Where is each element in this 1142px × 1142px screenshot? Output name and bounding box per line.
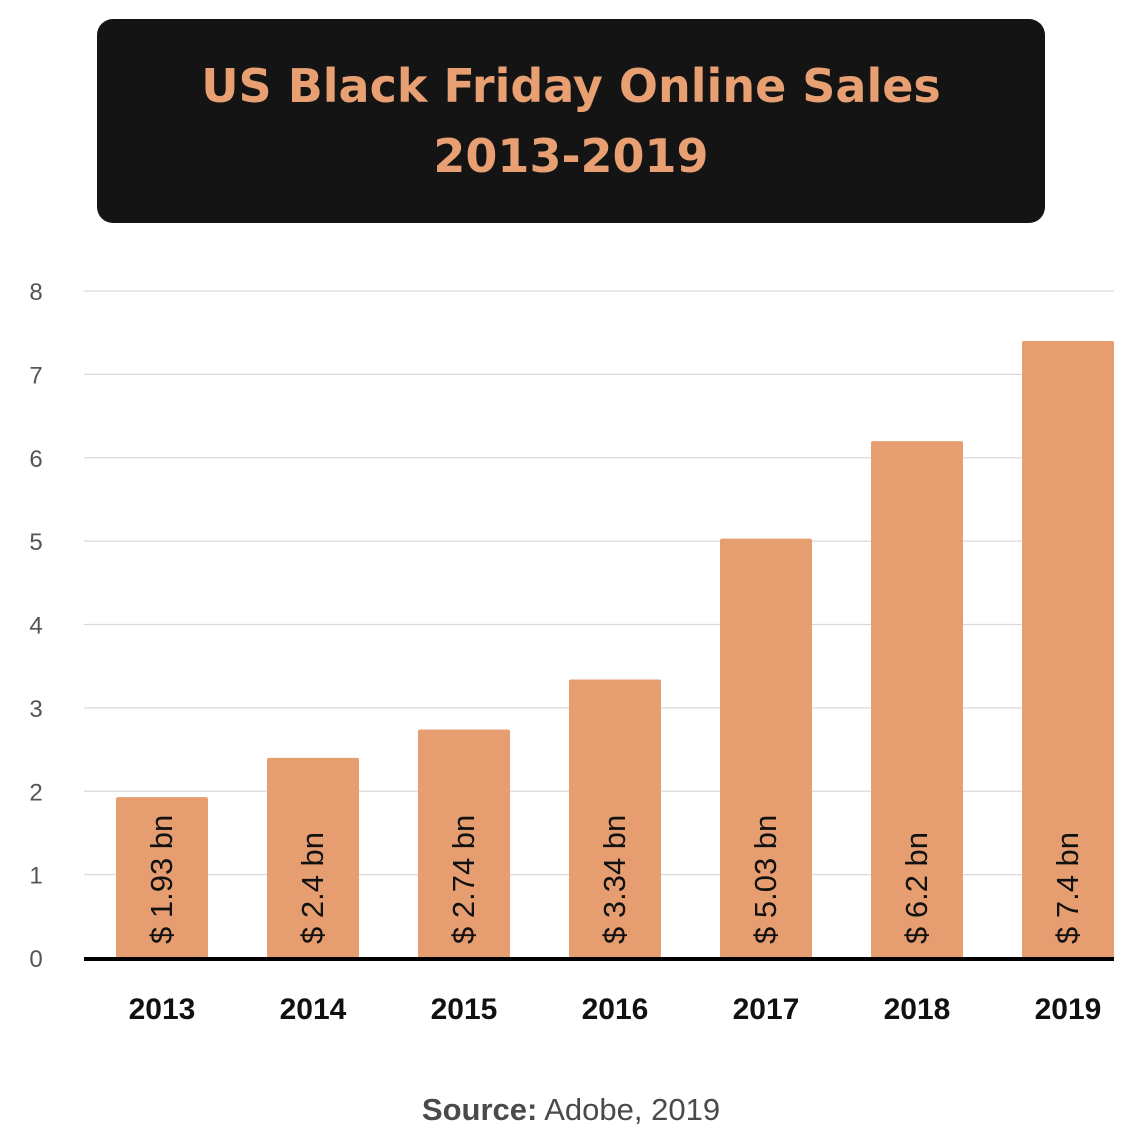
y-tick-label: 5 <box>29 529 42 556</box>
y-tick-label: 3 <box>29 696 42 723</box>
x-tick-label: 2013 <box>129 993 196 1026</box>
y-tick-label: 2 <box>29 779 42 806</box>
y-tick-label: 7 <box>29 362 42 389</box>
bar <box>871 441 963 958</box>
bar-value-label: $ 6.2 bn <box>899 832 934 944</box>
x-tick-label: 2018 <box>884 993 951 1026</box>
bar-value-label: $ 5.03 bn <box>748 815 783 944</box>
x-tick-label: 2015 <box>431 993 498 1026</box>
chart-subtitle: 2013-2019 <box>433 129 709 183</box>
x-tick-label: 2016 <box>582 993 649 1026</box>
x-tick-label: 2014 <box>280 993 347 1026</box>
y-tick-label: 1 <box>29 863 42 890</box>
y-tick-label: 6 <box>29 446 42 473</box>
bar-value-label: $ 7.4 bn <box>1050 832 1085 944</box>
chart-title: US Black Friday Online Sales <box>201 59 941 113</box>
x-tick-label: 2017 <box>733 993 800 1026</box>
chart-title-box: US Black Friday Online Sales 2013-2019 <box>97 19 1045 223</box>
bar <box>720 538 812 958</box>
source-text: Adobe, 2019 <box>544 1092 721 1127</box>
bar-value-label: $ 3.34 bn <box>597 815 632 944</box>
source-note: Source: Adobe, 2019 <box>0 1092 1142 1128</box>
bar <box>569 679 661 958</box>
bar-value-label: $ 2.4 bn <box>295 832 330 944</box>
bar-value-label: $ 2.74 bn <box>446 815 481 944</box>
y-tick-label: 0 <box>29 946 42 973</box>
bar <box>116 797 208 958</box>
source-label: Source: <box>421 1092 538 1127</box>
bar <box>418 729 510 958</box>
x-tick-label: 2019 <box>1035 993 1102 1026</box>
bar-value-label: $ 1.93 bn <box>144 815 179 944</box>
y-tick-label: 8 <box>29 279 42 306</box>
bar <box>1022 341 1114 958</box>
y-tick-label: 4 <box>29 613 42 640</box>
bar <box>267 757 359 958</box>
